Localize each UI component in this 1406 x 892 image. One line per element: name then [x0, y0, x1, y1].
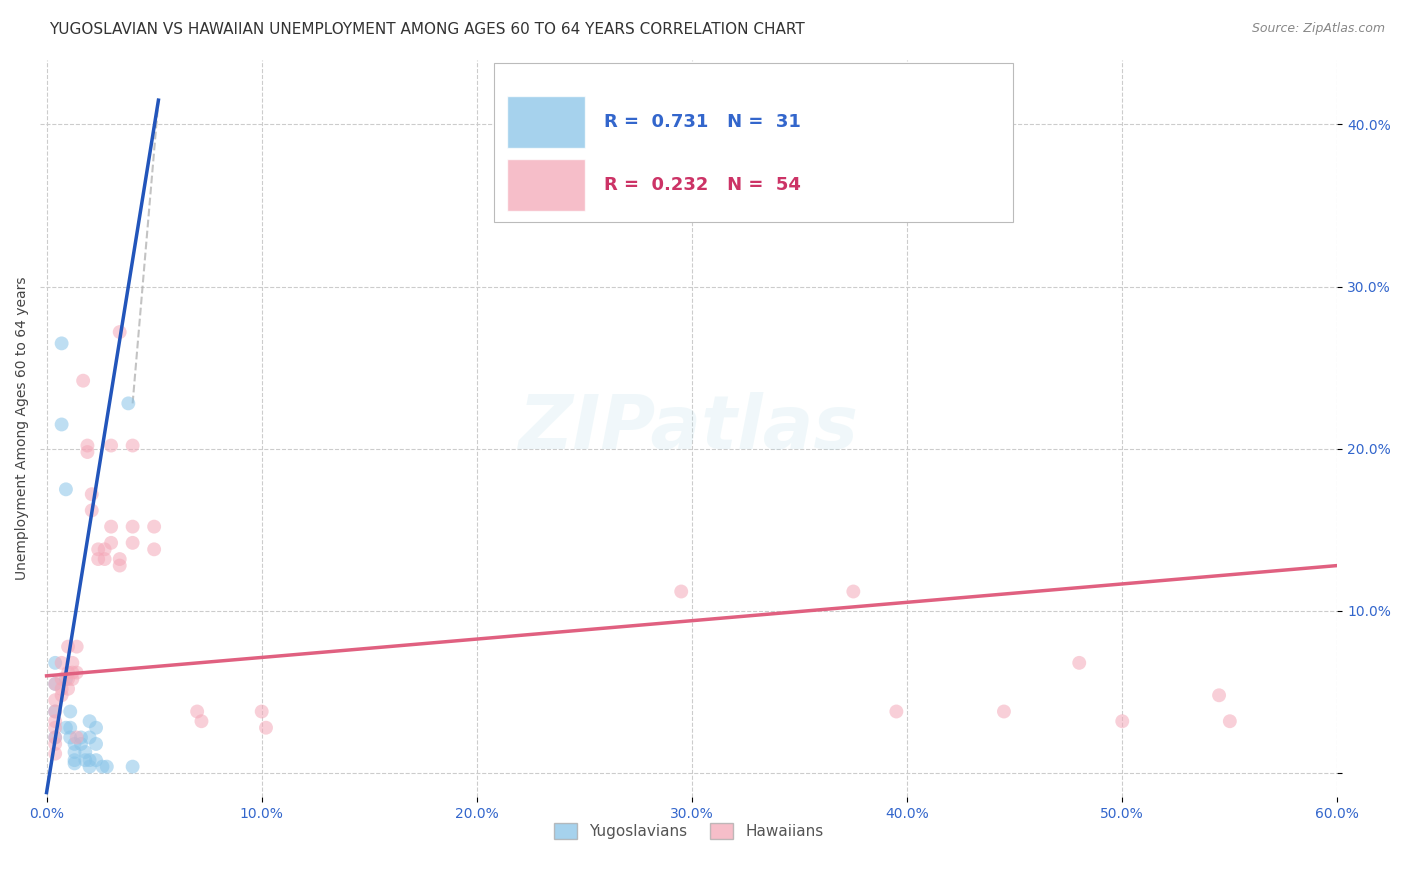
Point [76, 445, 98, 459]
Point [1111, 714, 1133, 729]
Point [79, 714, 101, 729]
Point [1069, 656, 1091, 670]
Point [100, 438, 122, 452]
Point [79, 753, 101, 767]
Point [190, 714, 212, 729]
Point [80, 503, 103, 517]
Point [59, 721, 82, 735]
Point [66, 665, 89, 680]
FancyBboxPatch shape [508, 96, 585, 148]
Point [44, 693, 66, 707]
Point [44, 656, 66, 670]
Point [51, 417, 73, 432]
Point [56, 681, 79, 696]
Point [886, 705, 908, 719]
Point [44, 677, 66, 691]
Point [51, 688, 73, 702]
Point [79, 731, 101, 745]
Point [250, 705, 273, 719]
Point [76, 438, 98, 452]
Point [55, 721, 77, 735]
Point [66, 640, 89, 654]
Point [121, 519, 143, 533]
Point [121, 438, 143, 452]
Point [100, 519, 122, 533]
Point [84, 721, 107, 735]
Point [91, 759, 114, 773]
Point [75, 745, 97, 759]
Point [44, 731, 66, 745]
Point [70, 731, 93, 745]
Point [1208, 688, 1230, 702]
Point [186, 705, 208, 719]
Point [63, 745, 86, 759]
Text: YUGOSLAVIAN VS HAWAIIAN UNEMPLOYMENT AMONG AGES 60 TO 64 YEARS CORRELATION CHART: YUGOSLAVIAN VS HAWAIIAN UNEMPLOYMENT AMO… [49, 22, 806, 37]
Point [993, 705, 1015, 719]
Point [60, 656, 83, 670]
Point [87, 552, 110, 566]
Point [108, 552, 131, 566]
Point [80, 487, 103, 501]
Point [72, 374, 94, 388]
Point [44, 677, 66, 691]
Point [70, 737, 93, 751]
Point [84, 753, 107, 767]
Point [254, 721, 277, 735]
Point [56, 672, 79, 686]
Point [96, 759, 118, 773]
Point [59, 705, 82, 719]
Point [93, 552, 115, 566]
Point [100, 536, 122, 550]
Point [66, 731, 89, 745]
Point [121, 759, 143, 773]
Point [87, 542, 110, 557]
Point [55, 483, 77, 497]
Point [51, 656, 73, 670]
Point [60, 672, 83, 686]
Point [108, 558, 131, 573]
Legend: Yugoslavians, Hawaiians: Yugoslavians, Hawaiians [548, 817, 830, 845]
Text: R =  0.232   N =  54: R = 0.232 N = 54 [605, 176, 801, 194]
Point [143, 519, 166, 533]
Point [56, 640, 79, 654]
Point [63, 756, 86, 771]
FancyBboxPatch shape [508, 159, 585, 211]
FancyBboxPatch shape [494, 63, 1014, 222]
Point [51, 681, 73, 696]
Point [1219, 714, 1241, 729]
Point [44, 747, 66, 761]
Point [63, 753, 86, 767]
Y-axis label: Unemployment Among Ages 60 to 64 years: Unemployment Among Ages 60 to 64 years [15, 277, 30, 581]
Point [63, 737, 86, 751]
Point [60, 665, 83, 680]
Point [55, 672, 77, 686]
Point [143, 542, 166, 557]
Point [59, 731, 82, 745]
Point [93, 542, 115, 557]
Point [44, 705, 66, 719]
Text: Source: ZipAtlas.com: Source: ZipAtlas.com [1251, 22, 1385, 36]
Point [121, 536, 143, 550]
Point [51, 336, 73, 351]
Point [44, 705, 66, 719]
Point [44, 731, 66, 745]
Point [84, 737, 107, 751]
Point [56, 665, 79, 680]
Point [51, 672, 73, 686]
Point [75, 753, 97, 767]
Text: R =  0.731   N =  31: R = 0.731 N = 31 [605, 113, 801, 131]
Point [117, 396, 139, 410]
Point [44, 721, 66, 735]
Text: ZIPatlas: ZIPatlas [519, 392, 859, 465]
Point [79, 759, 101, 773]
Point [842, 584, 865, 599]
Point [108, 325, 131, 339]
Point [44, 737, 66, 751]
Point [671, 584, 693, 599]
Point [44, 714, 66, 729]
